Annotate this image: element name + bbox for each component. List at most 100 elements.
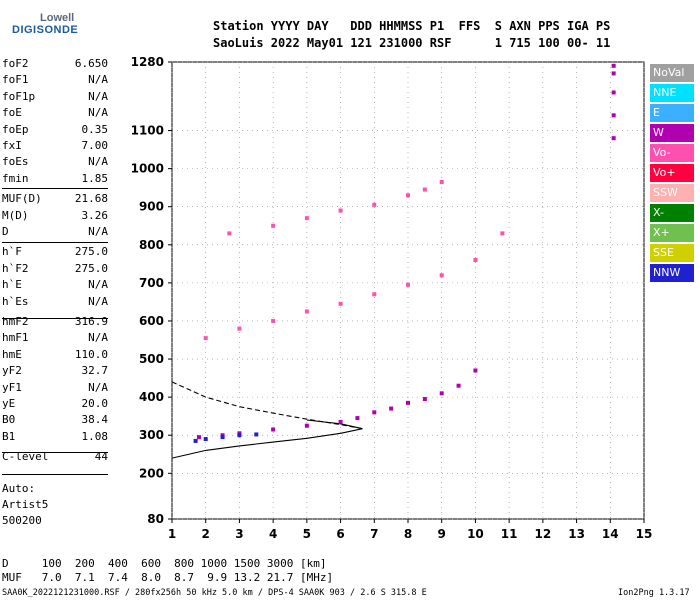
param-name: D	[2, 225, 9, 238]
param-name: foEs	[2, 155, 29, 169]
y-tick-label: 900	[139, 200, 164, 214]
param-name: h`Es	[2, 294, 29, 308]
data-point	[304, 423, 309, 428]
legend-entry: NNE	[650, 84, 694, 102]
data-point	[203, 437, 208, 442]
logo-digisonde: DIGISONDE	[12, 24, 79, 36]
density-profile-dashed	[171, 381, 363, 430]
data-point	[372, 410, 377, 415]
data-point	[271, 223, 276, 228]
data-point	[196, 435, 201, 440]
data-point	[439, 391, 444, 396]
x-tick-label: 6	[336, 527, 344, 541]
distance-row: D 100 200 400 600 800 1000 1500 3000 [km…	[2, 557, 327, 570]
param-row: hmF1 N/A	[2, 330, 108, 346]
param-name: foF1	[2, 73, 29, 87]
legend-entry: X-	[650, 204, 694, 222]
param-name: foF2	[2, 57, 29, 70]
param-row: foF1 N/A	[2, 72, 108, 88]
data-point	[203, 336, 208, 341]
param-name: foF1p	[2, 89, 36, 103]
data-point	[473, 368, 478, 373]
data-point	[611, 136, 616, 141]
data-point	[338, 419, 343, 424]
data-point	[237, 326, 242, 331]
param-value: 7.00	[81, 139, 109, 152]
data-point	[271, 427, 276, 432]
param-value: N/A	[88, 89, 108, 103]
param-name: C-level	[2, 450, 49, 464]
software-version: Ion2Png 1.3.17	[618, 588, 690, 598]
param-name: yF1	[2, 380, 22, 394]
param-name: hmE	[2, 347, 22, 361]
x-tick-label: 15	[636, 527, 653, 541]
data-point	[355, 416, 360, 421]
data-point	[193, 438, 198, 443]
param-value: 0.35	[81, 122, 109, 136]
param-row: foF2 6.650	[2, 56, 108, 72]
data-point	[611, 71, 616, 76]
param-value: 38.4	[81, 413, 109, 427]
legend-entry: X+	[650, 224, 694, 242]
param-row: yF1 N/A	[2, 380, 108, 396]
y-tick-label: 300	[139, 428, 164, 442]
param-row: hmE 110.0	[2, 347, 108, 363]
param-name: hmF1	[2, 331, 29, 345]
data-point	[500, 231, 505, 236]
param-value: 1.08	[81, 429, 109, 443]
data-point	[439, 179, 444, 184]
param-name: h`F2	[2, 261, 29, 275]
data-point	[271, 318, 276, 323]
data-point	[611, 63, 616, 68]
density-profile-solid	[171, 419, 363, 459]
x-tick-label: 5	[303, 527, 311, 541]
param-row: fmin 1.85	[2, 171, 108, 187]
file-info: SAA0K_2022121231000.RSF / 280fx256h 50 k…	[2, 588, 427, 598]
param-row: yE 20.0	[2, 396, 108, 412]
param-row: fxI 7.00	[2, 138, 108, 154]
x-tick-label: 9	[438, 527, 446, 541]
data-point	[406, 400, 410, 405]
param-row: foF1p N/A	[2, 89, 108, 105]
y-tick-label: 80	[147, 512, 164, 526]
x-tick-label: 14	[602, 527, 619, 541]
legend-entry: W	[650, 124, 694, 142]
data-point	[439, 273, 444, 278]
param-value: 275.0	[74, 261, 108, 275]
param-value: 32.7	[81, 364, 109, 378]
y-tick-label: 200	[139, 466, 164, 480]
param-name: h`F	[2, 245, 22, 259]
x-tick-label: 7	[370, 527, 378, 541]
param-value: N/A	[88, 380, 108, 394]
data-point	[422, 187, 427, 192]
x-tick-label: 12	[535, 527, 552, 541]
y-tick-label: 1280	[131, 55, 164, 69]
data-point	[611, 113, 616, 118]
param-row: B1 1.08	[2, 429, 108, 445]
param-name: MUF(D)	[2, 192, 42, 206]
data-point	[227, 231, 232, 236]
legend-entry: E	[650, 104, 694, 122]
version-code: 500200	[2, 514, 42, 527]
param-value: 275.0	[74, 245, 108, 259]
x-tick-label: 1	[168, 527, 176, 541]
param-value: 110.0	[74, 347, 108, 361]
data-point	[473, 258, 478, 263]
param-value: 3.26	[81, 208, 109, 222]
param-row: h`F2 275.0	[2, 261, 108, 277]
legend-entry: Vo-	[650, 144, 694, 162]
x-tick-label: 4	[269, 527, 277, 541]
param-value: N/A	[88, 73, 108, 87]
param-name: foE	[2, 106, 22, 120]
x-tick-label: 8	[404, 527, 412, 541]
data-point	[254, 432, 259, 437]
data-point	[406, 282, 410, 287]
header-labels: Station YYYY DAY DDD HHMMSS P1 FFS S AXN…	[213, 19, 611, 33]
param-name: fmin	[2, 171, 29, 185]
data-point	[611, 90, 616, 95]
param-value: N/A	[88, 155, 108, 169]
param-value: 44	[94, 450, 108, 464]
x-tick-label: 10	[467, 527, 484, 541]
y-tick-label: 600	[139, 314, 164, 328]
param-row: foE N/A	[2, 105, 108, 121]
